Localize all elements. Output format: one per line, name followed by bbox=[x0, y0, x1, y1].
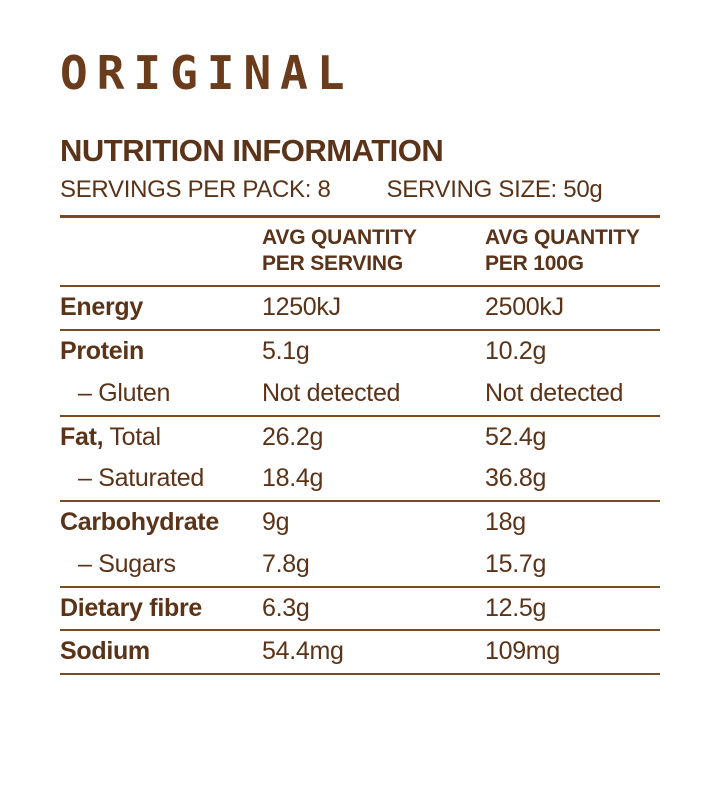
row-label: Energy bbox=[60, 293, 143, 322]
servings-line: SERVINGS PER PACK: 8 SERVING SIZE: 50g bbox=[60, 176, 660, 205]
row-label: – Gluten bbox=[78, 378, 171, 407]
value-per-100g: 18g bbox=[485, 508, 526, 537]
row-label: – Sugars bbox=[78, 549, 176, 578]
row-label: Carbohydrate bbox=[60, 508, 219, 537]
row-label: – Saturated bbox=[78, 464, 204, 493]
value-per-serving: 6.3g bbox=[262, 593, 310, 622]
value-per-serving: 26.2g bbox=[262, 422, 324, 451]
product-title: ORIGINAL bbox=[60, 46, 354, 100]
table-row-fat-total: Fat, Total 26.2g 52.4g bbox=[60, 417, 660, 459]
value-per-serving: Not detected bbox=[262, 378, 401, 407]
value-per-serving: 5.1g bbox=[262, 337, 310, 366]
value-per-serving: 18.4g bbox=[262, 464, 324, 493]
nutrition-information-heading: NUTRITION INFORMATION bbox=[60, 133, 444, 168]
value-per-100g: 52.4g bbox=[485, 422, 547, 451]
header-per-100g: AVG QUANTITY PER 100G bbox=[485, 225, 640, 276]
table-row-protein: Protein 5.1g 10.2g bbox=[60, 331, 660, 373]
servings-per-pack: SERVINGS PER PACK: 8 bbox=[60, 176, 331, 204]
value-per-100g: Not detected bbox=[485, 378, 624, 407]
table-row-carbohydrate: Carbohydrate 9g 18g bbox=[60, 502, 660, 544]
table-row-sodium: Sodium 54.4mg 109mg bbox=[60, 631, 660, 676]
value-per-100g: 12.5g bbox=[485, 593, 547, 622]
row-label: Dietary fibre bbox=[60, 593, 202, 622]
table-row-energy: Energy 1250kJ 2500kJ bbox=[60, 287, 660, 332]
table-row-dietary-fibre: Dietary fibre 6.3g 12.5g bbox=[60, 588, 660, 632]
value-per-100g: 36.8g bbox=[485, 464, 547, 493]
table-row-sugars: – Sugars 7.8g 15.7g bbox=[60, 544, 660, 588]
nutrition-table: AVG QUANTITY PER SERVING AVG QUANTITY PE… bbox=[60, 214, 660, 676]
value-per-100g: 15.7g bbox=[485, 549, 547, 578]
serving-size: SERVING SIZE: 50g bbox=[386, 176, 603, 204]
value-per-100g: 10.2g bbox=[485, 337, 547, 366]
header-per-serving: AVG QUANTITY PER SERVING bbox=[262, 225, 417, 276]
table-row-gluten: – Gluten Not detected Not detected bbox=[60, 373, 660, 417]
value-per-serving: 7.8g bbox=[262, 549, 310, 578]
value-per-serving: 54.4mg bbox=[262, 637, 344, 666]
row-label: Sodium bbox=[60, 637, 150, 666]
value-per-serving: 9g bbox=[262, 508, 290, 537]
value-per-serving: 1250kJ bbox=[262, 293, 341, 322]
table-row-saturated: – Saturated 18.4g 36.8g bbox=[60, 458, 660, 503]
row-label: Protein bbox=[60, 337, 145, 366]
value-per-100g: 2500kJ bbox=[485, 293, 564, 322]
row-label: Fat, Total bbox=[60, 422, 161, 451]
value-per-100g: 109mg bbox=[485, 637, 560, 666]
table-header-row: AVG QUANTITY PER SERVING AVG QUANTITY PE… bbox=[60, 218, 660, 288]
